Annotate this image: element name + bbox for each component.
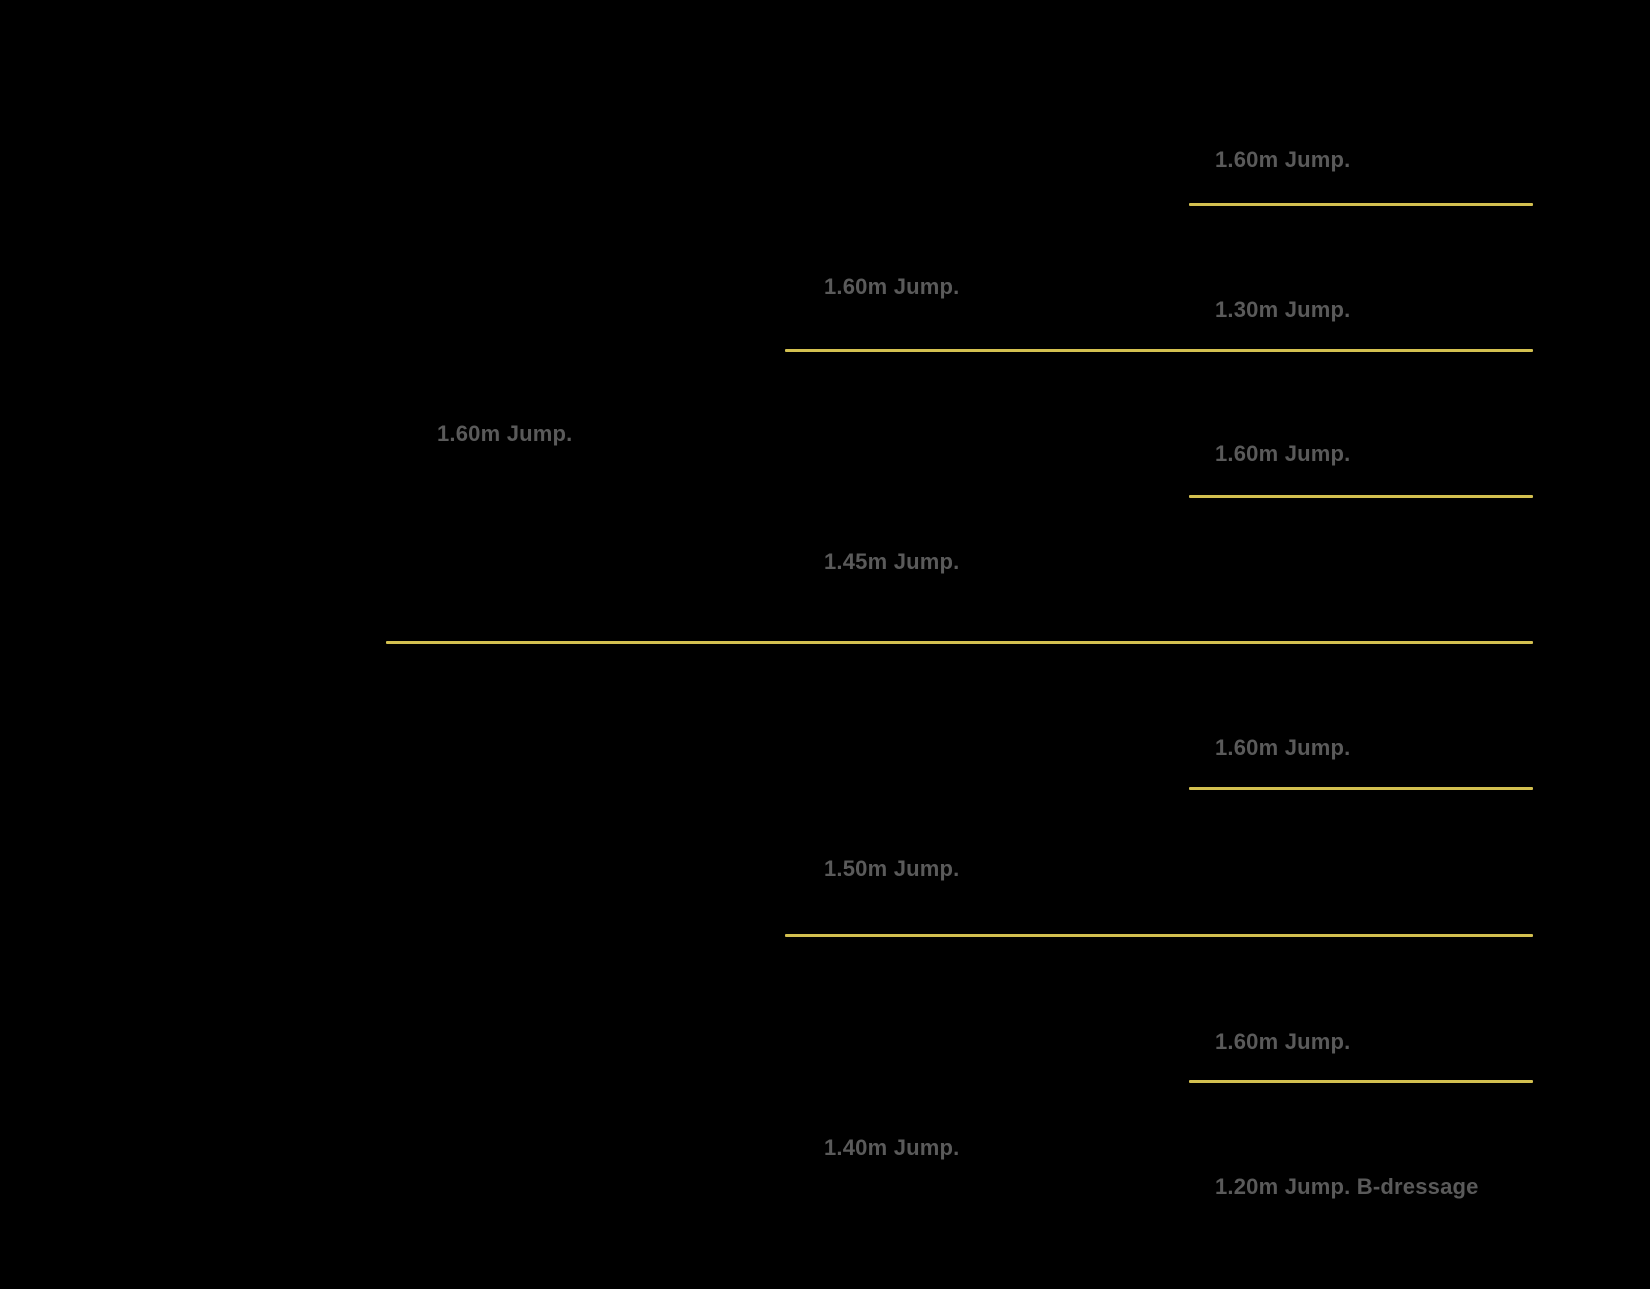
pedigree-separator-gen2-1 — [785, 349, 1533, 352]
pedigree-separator-gen3-2 — [1189, 495, 1533, 498]
gen3-performance-label-3: 1.60m Jump. — [1215, 441, 1351, 466]
gen2-performance-label-1: 1.60m Jump. — [824, 274, 960, 299]
gen3-performance-label-6: 1.20m Jump. B-dressage — [1215, 1174, 1479, 1199]
pedigree-separator-gen1 — [386, 641, 1533, 644]
gen3-performance-label-4: 1.60m Jump. — [1215, 735, 1351, 760]
pedigree-separator-gen3-4 — [1189, 1080, 1533, 1083]
gen2-performance-label-2: 1.45m Jump. — [824, 549, 960, 574]
gen3-performance-label-5: 1.60m Jump. — [1215, 1029, 1351, 1054]
gen2-performance-label-3: 1.50m Jump. — [824, 856, 960, 881]
gen1-sire-performance-label: 1.60m Jump. — [437, 421, 573, 446]
pedigree-separator-gen3-1 — [1189, 203, 1533, 206]
pedigree-separator-gen3-3 — [1189, 787, 1533, 790]
gen3-performance-label-2: 1.30m Jump. — [1215, 297, 1351, 322]
pedigree-separator-gen2-2 — [785, 934, 1533, 937]
gen3-performance-label-1: 1.60m Jump. — [1215, 147, 1351, 172]
gen2-performance-label-4: 1.40m Jump. — [824, 1135, 960, 1160]
